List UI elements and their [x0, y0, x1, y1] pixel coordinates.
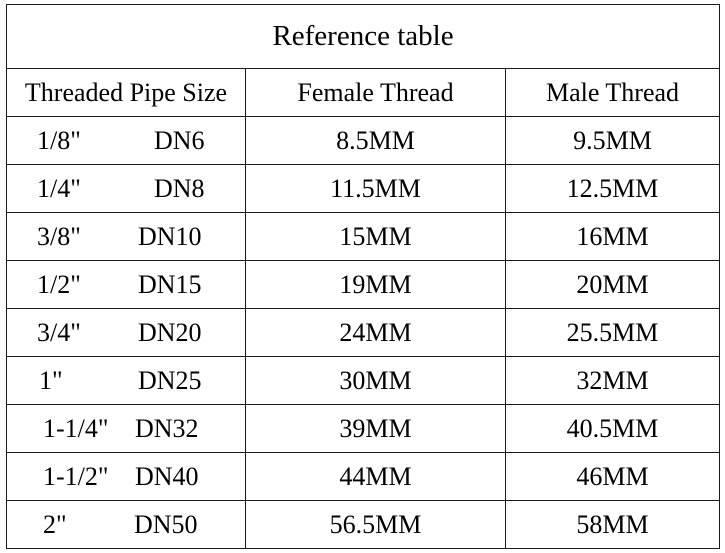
female-thread-cell: 39MM	[245, 404, 506, 453]
male-thread-cell: 20MM	[504, 260, 721, 309]
table-body: 1/8" DN6 8.5MM 9.5MM 1/4" DN8 11.5MM 12.5MM 3/8"…	[6, 116, 721, 549]
male-thread-cell: 9.5MM	[504, 116, 721, 165]
table-row: 1/2" DN15 19MM 20MM	[6, 260, 721, 309]
dn-size: DN25	[138, 365, 202, 395]
male-thread-cell: 40.5MM	[504, 404, 721, 453]
male-thread-cell: 16MM	[504, 212, 721, 261]
inch-size: 1-1/4"	[43, 413, 109, 443]
inch-size: 1-1/2"	[43, 461, 109, 491]
inch-size: 2"	[43, 509, 67, 539]
table-row: 3/4" DN20 24MM 25.5MM	[6, 308, 721, 357]
inch-size: 3/4"	[37, 317, 81, 347]
male-thread-cell: 25.5MM	[504, 308, 721, 357]
table-row: 1/8" DN6 8.5MM 9.5MM	[6, 116, 721, 165]
pipe-size-cell: 3/4" DN20	[6, 308, 246, 357]
female-thread-cell: 30MM	[245, 356, 506, 405]
inch-size: 3/8"	[37, 221, 81, 251]
male-thread-cell: 32MM	[504, 356, 721, 405]
table-row: 3/8" DN10 15MM 16MM	[6, 212, 721, 261]
female-thread-cell: 24MM	[245, 308, 506, 357]
reference-table-frame: Reference table Threaded Pipe Size Femal…	[5, 4, 721, 550]
female-thread-cell: 44MM	[245, 452, 506, 501]
dn-size: DN40	[135, 461, 199, 491]
female-thread-cell: 8.5MM	[245, 116, 506, 165]
table-row: 1-1/2" DN40 44MM 46MM	[6, 452, 721, 501]
table-row: 1" DN25 30MM 32MM	[6, 356, 721, 405]
male-thread-cell: 46MM	[504, 452, 721, 501]
pipe-size-cell: 1/2" DN15	[6, 260, 246, 309]
header-male-thread: Male Thread	[504, 68, 721, 117]
inch-size: 1/4"	[37, 173, 81, 203]
header-pipe-size: Threaded Pipe Size	[6, 68, 246, 117]
header-female-thread: Female Thread	[245, 68, 506, 117]
pipe-size-cell: 1/4" DN8	[6, 164, 246, 213]
dn-size: DN8	[154, 173, 205, 203]
dn-size: DN20	[138, 317, 202, 347]
pipe-size-cell: 1" DN25	[6, 356, 246, 405]
pipe-size-cell: 1/8" DN6	[6, 116, 246, 165]
reference-table: Reference table Threaded Pipe Size Femal…	[5, 4, 721, 549]
male-thread-cell: 12.5MM	[504, 164, 721, 213]
table-title: Reference table	[5, 4, 721, 69]
female-thread-cell: 56.5MM	[245, 500, 506, 549]
pipe-size-cell: 3/8" DN10	[6, 212, 246, 261]
inch-size: 1/8"	[37, 125, 81, 155]
table-row: 1/4" DN8 11.5MM 12.5MM	[6, 164, 721, 213]
dn-size: DN50	[134, 509, 198, 539]
female-thread-cell: 15MM	[245, 212, 506, 261]
dn-size: DN6	[154, 125, 205, 155]
dn-size: DN15	[138, 269, 202, 299]
male-thread-cell: 58MM	[504, 500, 721, 549]
table-row: 2" DN50 56.5MM 58MM	[6, 500, 721, 549]
table-row: 1-1/4" DN32 39MM 40.5MM	[6, 404, 721, 453]
female-thread-cell: 19MM	[245, 260, 506, 309]
female-thread-cell: 11.5MM	[245, 164, 506, 213]
pipe-size-cell: 1-1/4" DN32	[6, 404, 246, 453]
pipe-size-cell: 1-1/2" DN40	[6, 452, 246, 501]
dn-size: DN10	[138, 221, 202, 251]
inch-size: 1"	[39, 365, 63, 395]
pipe-size-cell: 2" DN50	[6, 500, 246, 549]
dn-size: DN32	[135, 413, 199, 443]
inch-size: 1/2"	[37, 269, 81, 299]
